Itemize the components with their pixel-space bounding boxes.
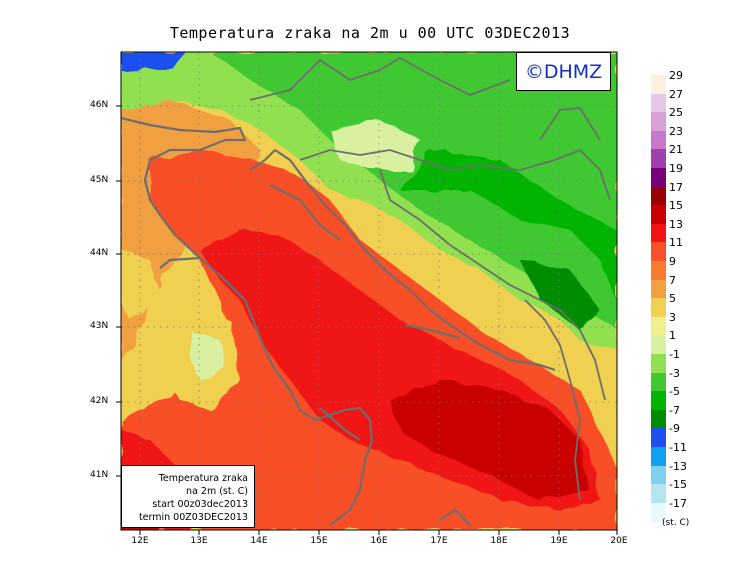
- legend-unit: (st. C): [662, 518, 690, 528]
- legend-label: -5: [669, 385, 680, 399]
- legend-label: 5: [669, 292, 676, 306]
- info-line-2: na 2m (st. C): [186, 486, 248, 497]
- legend-swatch: [651, 279, 666, 299]
- legend-label: -13: [669, 459, 687, 473]
- borders: [249, 56, 611, 501]
- legend-label: 17: [669, 180, 683, 194]
- legend-swatch: [651, 372, 666, 392]
- legend-swatch: [651, 93, 666, 113]
- lon-label-12e: 12E: [131, 536, 149, 546]
- lon-label-15e: 15E: [310, 536, 328, 546]
- legend-label: 21: [669, 143, 683, 157]
- legend-swatch: [651, 484, 666, 504]
- legend-label: -17: [669, 496, 687, 510]
- info-box: Temperatura zraka na 2m (st. C) start 00…: [121, 465, 255, 528]
- coastlines: [121, 116, 556, 526]
- legend-swatch: [651, 316, 666, 336]
- legend-label: 27: [669, 87, 683, 101]
- legend-swatch: [651, 391, 666, 411]
- legend-swatch: [651, 447, 666, 466]
- lat-label-46n: 46N: [90, 100, 109, 110]
- legend-swatch: [651, 223, 666, 243]
- legend-swatch: [651, 149, 666, 169]
- lon-label-20e: 20E: [610, 536, 628, 546]
- legend-label: 1: [669, 329, 676, 343]
- legend-label: 25: [669, 106, 683, 120]
- legend-swatch: [651, 205, 666, 225]
- legend-swatch: [651, 112, 666, 132]
- legend-label: -11: [669, 441, 687, 454]
- legend-swatch: [651, 130, 666, 150]
- legend-label: 15: [669, 199, 683, 213]
- legend-label: 29: [669, 69, 683, 82]
- legend-label: -15: [669, 478, 687, 492]
- temperature-field: [121, 52, 617, 530]
- legend-label: 9: [669, 255, 676, 268]
- lat-label-43n: 43N: [90, 321, 109, 331]
- legend-swatch: [651, 242, 666, 262]
- legend-swatch: [651, 298, 666, 318]
- lat-label-41n: 41N: [90, 470, 109, 480]
- info-line-3: start 00z03dec2013: [152, 499, 248, 510]
- legend-swatch: [651, 261, 666, 280]
- info-line-4: termin 00Z03DEC2013: [138, 512, 248, 523]
- lat-label-44n: 44N: [90, 248, 109, 258]
- legend-label: 3: [669, 310, 676, 324]
- legend-label: 7: [669, 273, 676, 287]
- lon-label-13e: 13E: [190, 536, 208, 546]
- legend-swatch: [651, 168, 666, 187]
- info-line-1: Temperatura zraka: [158, 473, 248, 484]
- legend-label: 19: [669, 162, 683, 175]
- legend-swatch: [651, 409, 666, 429]
- legend-swatch: [651, 428, 666, 448]
- legend-swatch: [651, 75, 666, 94]
- legend-swatch: [651, 186, 666, 206]
- legend-label: -1: [669, 348, 680, 361]
- map-title: Temperatura zraka na 2m u 00 UTC 03DEC20…: [169, 24, 571, 42]
- lon-label-14e: 14E: [250, 536, 268, 546]
- legend-label: -9: [669, 422, 680, 436]
- legend-label: -3: [669, 366, 680, 380]
- legend-swatch: [651, 335, 666, 355]
- legend-label: -7: [669, 403, 680, 417]
- lon-label-19e: 19E: [550, 536, 568, 546]
- lon-label-17e: 17E: [430, 536, 448, 546]
- lon-label-18e: 18E: [490, 536, 508, 546]
- legend-swatch: [651, 354, 666, 373]
- legend-swatch: [651, 465, 666, 485]
- legend-swatch: [651, 502, 666, 522]
- legend-label: 13: [669, 217, 683, 231]
- lat-label-45n: 45N: [90, 175, 109, 185]
- lat-label-42n: 42N: [90, 396, 109, 406]
- legend-label: 11: [669, 236, 683, 250]
- legend-label: 23: [669, 124, 683, 138]
- lon-label-16e: 16E: [370, 536, 388, 546]
- dhmz-logo: ©DHMZ: [516, 52, 611, 91]
